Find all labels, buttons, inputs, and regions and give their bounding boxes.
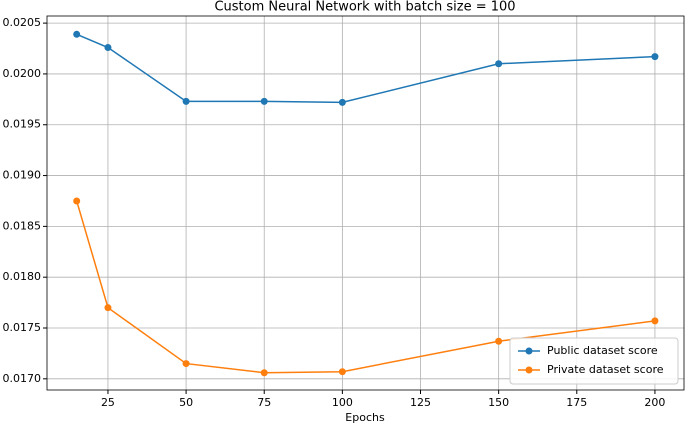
chart-title: Custom Neural Network with batch size = … [214,0,515,15]
data-point [495,60,503,68]
y-tick-label: 0.0185 [3,219,42,232]
y-tick-label: 0.0195 [3,118,42,131]
plot-frame [46,15,685,391]
y-tick-label: 0.0180 [3,270,42,283]
legend-marker [525,366,533,374]
data-point [73,30,81,38]
data-point [260,97,268,105]
x-tick-label: 100 [332,396,353,409]
data-point [182,97,190,105]
legend-label: Private dataset score [547,363,664,376]
legend-label: Public dataset score [547,344,658,357]
data-point [338,368,346,376]
y-tick-label: 0.0175 [3,321,42,334]
data-point [104,304,112,312]
data-point [495,337,503,345]
data-point [182,360,190,368]
x-axis-label: Epochs [345,411,385,424]
x-tick-label: 75 [257,396,271,409]
x-tick-label: 25 [101,396,115,409]
series-line [76,33,655,104]
x-tick-label: 175 [566,396,587,409]
x-tick-label: 125 [410,396,431,409]
x-tick-label: 200 [644,396,665,409]
data-point [104,44,112,52]
data-point [338,98,346,106]
y-tick-label: 0.0200 [3,67,42,80]
legend-box [509,337,679,385]
y-tick-label: 0.0190 [3,169,42,182]
legend-marker [525,347,533,355]
y-tick-label: 0.0205 [3,16,42,29]
data-point [651,317,659,325]
legend: Public dataset score Private dataset scor… [509,337,679,385]
x-tick-label: 150 [488,396,509,409]
x-tick-label: 50 [179,396,193,409]
data-point [73,197,81,205]
data-point [651,53,659,61]
y-tick-label: 0.0170 [3,372,42,385]
data-point [260,369,268,377]
